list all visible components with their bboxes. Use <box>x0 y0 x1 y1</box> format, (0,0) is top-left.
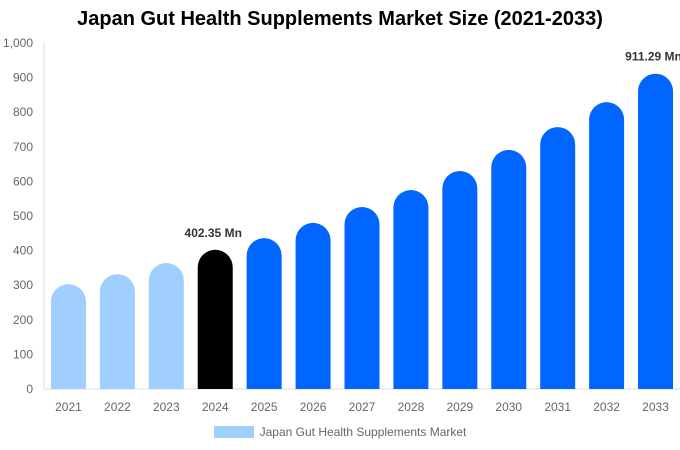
x-tick-label: 2022 <box>104 400 131 414</box>
bar-2025[interactable] <box>246 238 282 389</box>
y-tick-label: 600 <box>13 174 33 188</box>
x-tick-label: 2025 <box>251 400 278 414</box>
y-tick-label: 700 <box>13 140 33 154</box>
x-tick-label: 2031 <box>544 400 571 414</box>
y-tick-label: 400 <box>13 244 33 258</box>
bar-2022[interactable] <box>99 274 135 389</box>
x-tick-label: 2032 <box>593 400 620 414</box>
bar-2031[interactable] <box>540 127 576 390</box>
y-tick-label: 200 <box>13 313 33 327</box>
y-tick-label: 0 <box>26 382 33 396</box>
bar-2027[interactable] <box>344 207 380 389</box>
y-tick-label: 1,000 <box>3 36 33 50</box>
legend-swatch <box>213 426 254 438</box>
bar-2023[interactable] <box>148 263 184 389</box>
bar-2030[interactable] <box>491 149 527 389</box>
chart-title: Japan Gut Health Supplements Market Size… <box>77 8 603 30</box>
bar-2021[interactable] <box>50 284 86 389</box>
x-tick-label: 2029 <box>446 400 473 414</box>
x-tick-label: 2026 <box>300 400 327 414</box>
x-tick-label: 2024 <box>202 400 229 414</box>
x-tick-label: 2027 <box>349 400 376 414</box>
data-label: 402.35 Mn <box>185 226 242 240</box>
x-tick-label: 2033 <box>642 400 669 414</box>
data-label: 911.29 Mn <box>625 50 680 64</box>
y-tick-label: 800 <box>13 105 33 119</box>
y-tick-label: 100 <box>13 347 33 361</box>
y-tick-label: 500 <box>13 209 33 223</box>
bar-2028[interactable] <box>393 190 429 389</box>
x-tick-label: 2021 <box>55 400 82 414</box>
x-tick-label: 2023 <box>153 400 180 414</box>
bar-2033[interactable] <box>638 73 674 389</box>
bar-2032[interactable] <box>589 102 625 389</box>
legend[interactable]: Japan Gut Health Supplements Market <box>0 425 680 439</box>
y-tick-label: 300 <box>13 278 33 292</box>
x-tick-label: 2030 <box>495 400 522 414</box>
legend-label: Japan Gut Health Supplements Market <box>259 425 467 439</box>
x-tick-label: 2028 <box>398 400 425 414</box>
bar-2024[interactable] <box>197 249 233 389</box>
bar-2029[interactable] <box>442 171 478 389</box>
y-tick-label: 900 <box>13 71 33 85</box>
bar-2026[interactable] <box>295 222 331 389</box>
